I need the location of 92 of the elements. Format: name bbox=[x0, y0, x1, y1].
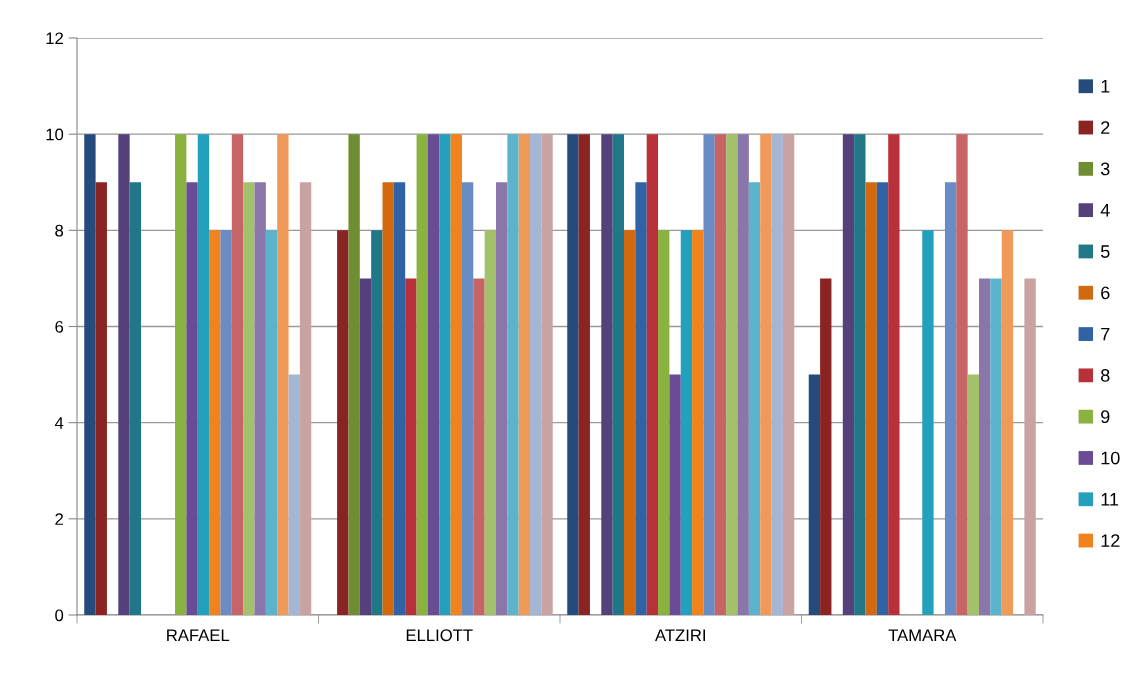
bar bbox=[507, 134, 519, 615]
bar bbox=[842, 134, 855, 615]
bar bbox=[1001, 230, 1014, 615]
bar bbox=[956, 134, 968, 615]
bar bbox=[601, 134, 613, 615]
y-tick-label: 8 bbox=[55, 224, 64, 237]
bar bbox=[646, 134, 659, 615]
bar bbox=[243, 182, 255, 615]
bar bbox=[760, 134, 772, 615]
legend-label: 10 bbox=[1101, 451, 1120, 465]
bar bbox=[518, 134, 531, 615]
bar bbox=[129, 182, 141, 615]
bar bbox=[635, 182, 647, 615]
bar bbox=[186, 182, 198, 615]
bar bbox=[669, 374, 681, 615]
bar bbox=[922, 230, 934, 615]
bar bbox=[265, 230, 278, 615]
bar bbox=[337, 230, 349, 615]
legend-label: 3 bbox=[1100, 162, 1110, 176]
bar bbox=[541, 134, 553, 615]
legend-label: 8 bbox=[1101, 369, 1110, 382]
bar bbox=[220, 230, 232, 615]
bar bbox=[197, 134, 210, 615]
bar bbox=[808, 374, 821, 615]
bar bbox=[748, 182, 761, 615]
x-tick-label: RAFAEL bbox=[167, 629, 230, 641]
bar bbox=[1024, 278, 1036, 615]
bar bbox=[680, 230, 693, 615]
bar bbox=[726, 134, 738, 615]
bar bbox=[737, 134, 749, 615]
x-tick-label: TAMARA bbox=[888, 629, 957, 641]
bar bbox=[782, 134, 795, 615]
bar bbox=[876, 182, 889, 615]
legend-label: 2 bbox=[1101, 121, 1110, 134]
legend-label: 1 bbox=[1101, 80, 1110, 93]
y-tick-label: 2 bbox=[55, 513, 63, 525]
y-tick-label: 6 bbox=[55, 320, 64, 333]
legend-label: 9 bbox=[1101, 410, 1110, 424]
y-tick-label: 4 bbox=[54, 417, 64, 429]
bar bbox=[692, 230, 704, 615]
bar bbox=[624, 230, 636, 615]
bar bbox=[405, 278, 417, 615]
bar bbox=[382, 182, 394, 615]
bar bbox=[359, 278, 372, 615]
bar bbox=[990, 278, 1002, 615]
bar bbox=[416, 134, 428, 615]
bar bbox=[175, 134, 187, 615]
bar bbox=[530, 134, 542, 615]
bar bbox=[254, 182, 266, 615]
bar bbox=[118, 134, 130, 615]
bar bbox=[820, 278, 832, 615]
bar bbox=[771, 134, 783, 615]
bar bbox=[658, 230, 670, 615]
bar bbox=[496, 182, 508, 615]
bar bbox=[714, 134, 727, 615]
legend-label: 7 bbox=[1101, 327, 1110, 341]
bar bbox=[348, 134, 360, 615]
bar bbox=[288, 374, 300, 615]
legend-label: 6 bbox=[1101, 286, 1110, 300]
legend-label: 5 bbox=[1100, 245, 1110, 258]
bar bbox=[888, 134, 900, 615]
bar bbox=[95, 182, 107, 615]
bar bbox=[944, 182, 957, 615]
y-tick-label: 10 bbox=[46, 128, 64, 141]
y-tick-label: 0 bbox=[55, 609, 64, 622]
y-tick-label: 12 bbox=[46, 32, 63, 45]
bar bbox=[231, 134, 244, 615]
bar bbox=[854, 134, 866, 615]
bar bbox=[578, 134, 590, 615]
bar bbox=[84, 134, 96, 615]
bar bbox=[865, 182, 877, 615]
bar bbox=[450, 134, 462, 615]
legend-label: 4 bbox=[1100, 204, 1110, 217]
legend-label: 12 bbox=[1101, 534, 1120, 547]
bar bbox=[299, 182, 312, 615]
bar bbox=[612, 134, 624, 615]
x-tick-label: ATZIRI bbox=[655, 629, 705, 641]
bar bbox=[427, 134, 440, 615]
bar bbox=[484, 230, 496, 615]
bar bbox=[209, 230, 221, 615]
bar bbox=[393, 182, 406, 615]
bar bbox=[473, 278, 485, 615]
bar bbox=[703, 134, 715, 615]
bar bbox=[567, 134, 579, 615]
bar bbox=[439, 134, 451, 615]
bar bbox=[461, 182, 474, 615]
bar bbox=[277, 134, 289, 615]
bar bbox=[371, 230, 383, 615]
legend-label: 11 bbox=[1101, 493, 1119, 506]
bar bbox=[967, 374, 979, 615]
x-tick-label: ELLIOTT bbox=[406, 629, 473, 642]
bar bbox=[979, 278, 991, 615]
